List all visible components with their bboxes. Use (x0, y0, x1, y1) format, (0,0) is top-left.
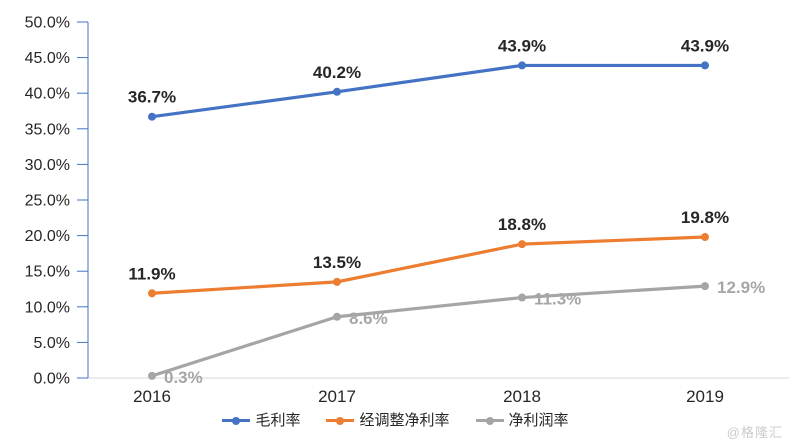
y-axis-tick-label: 25.0% (25, 193, 70, 210)
x-axis-tick-label: 2018 (503, 387, 541, 406)
data-point-marker (518, 240, 526, 249)
data-label: 36.7% (128, 88, 176, 107)
data-label: 43.9% (681, 36, 729, 55)
y-axis-tick-label: 15.0% (25, 264, 70, 281)
data-point-marker (518, 61, 526, 70)
line-marker-icon (326, 416, 355, 425)
y-axis-tick-label: 45.0% (25, 50, 70, 67)
data-label: 43.9% (498, 36, 546, 55)
legend-item-adjusted-net-margin: 经调整净利率 (326, 412, 450, 429)
data-label: 19.8% (681, 208, 729, 227)
line-marker-icon (222, 416, 251, 425)
legend: 毛利率 经调整净利率 净利润率 (0, 413, 791, 428)
line-marker-icon (475, 416, 504, 425)
data-point-marker (518, 293, 526, 302)
y-axis-tick-label: 10.0% (25, 299, 70, 316)
y-axis-tick-label: 50.0% (25, 15, 70, 32)
y-axis-tick-label: 20.0% (25, 228, 70, 245)
legend-label-gross-margin: 毛利率 (255, 412, 301, 429)
y-axis-tick-label: 5.0% (34, 335, 70, 352)
data-label: 18.8% (498, 215, 546, 234)
data-label: 8.6% (349, 309, 388, 328)
y-axis-tick-label: 30.0% (25, 157, 70, 174)
data-point-marker (333, 277, 341, 286)
series-line (150, 63, 707, 119)
data-label: 0.3% (164, 368, 203, 387)
data-label: 11.9% (128, 264, 175, 283)
x-axis-tick-label: 2016 (133, 387, 171, 406)
x-axis-tick-label: 2019 (686, 387, 724, 406)
data-point-marker (148, 289, 156, 298)
data-point-marker (333, 312, 341, 321)
watermark: @格隆汇 (726, 425, 783, 440)
series-line (150, 235, 707, 295)
data-point-marker (701, 61, 709, 70)
data-label: 40.2% (313, 63, 361, 82)
legend-label-adjusted-net-margin: 经调整净利率 (359, 412, 450, 429)
series-line (150, 284, 707, 378)
data-point-marker (148, 112, 156, 121)
data-point-marker (148, 371, 156, 380)
legend-item-gross-margin: 毛利率 (222, 413, 300, 428)
data-point-marker (701, 233, 709, 242)
y-axis-tick-label: 35.0% (25, 121, 70, 138)
legend-item-net-margin: 净利润率 (475, 412, 569, 429)
legend-label-net-margin: 净利润率 (508, 412, 569, 429)
y-axis-tick-label: 40.0% (25, 86, 70, 103)
data-label: 12.9% (717, 278, 765, 297)
x-axis-tick-label: 2017 (318, 387, 356, 406)
data-point-marker (701, 282, 709, 291)
y-axis-tick-label: 0.0% (34, 371, 70, 388)
data-label: 11.3% (534, 290, 581, 309)
data-point-marker (333, 87, 341, 96)
data-label: 13.5% (313, 253, 361, 272)
